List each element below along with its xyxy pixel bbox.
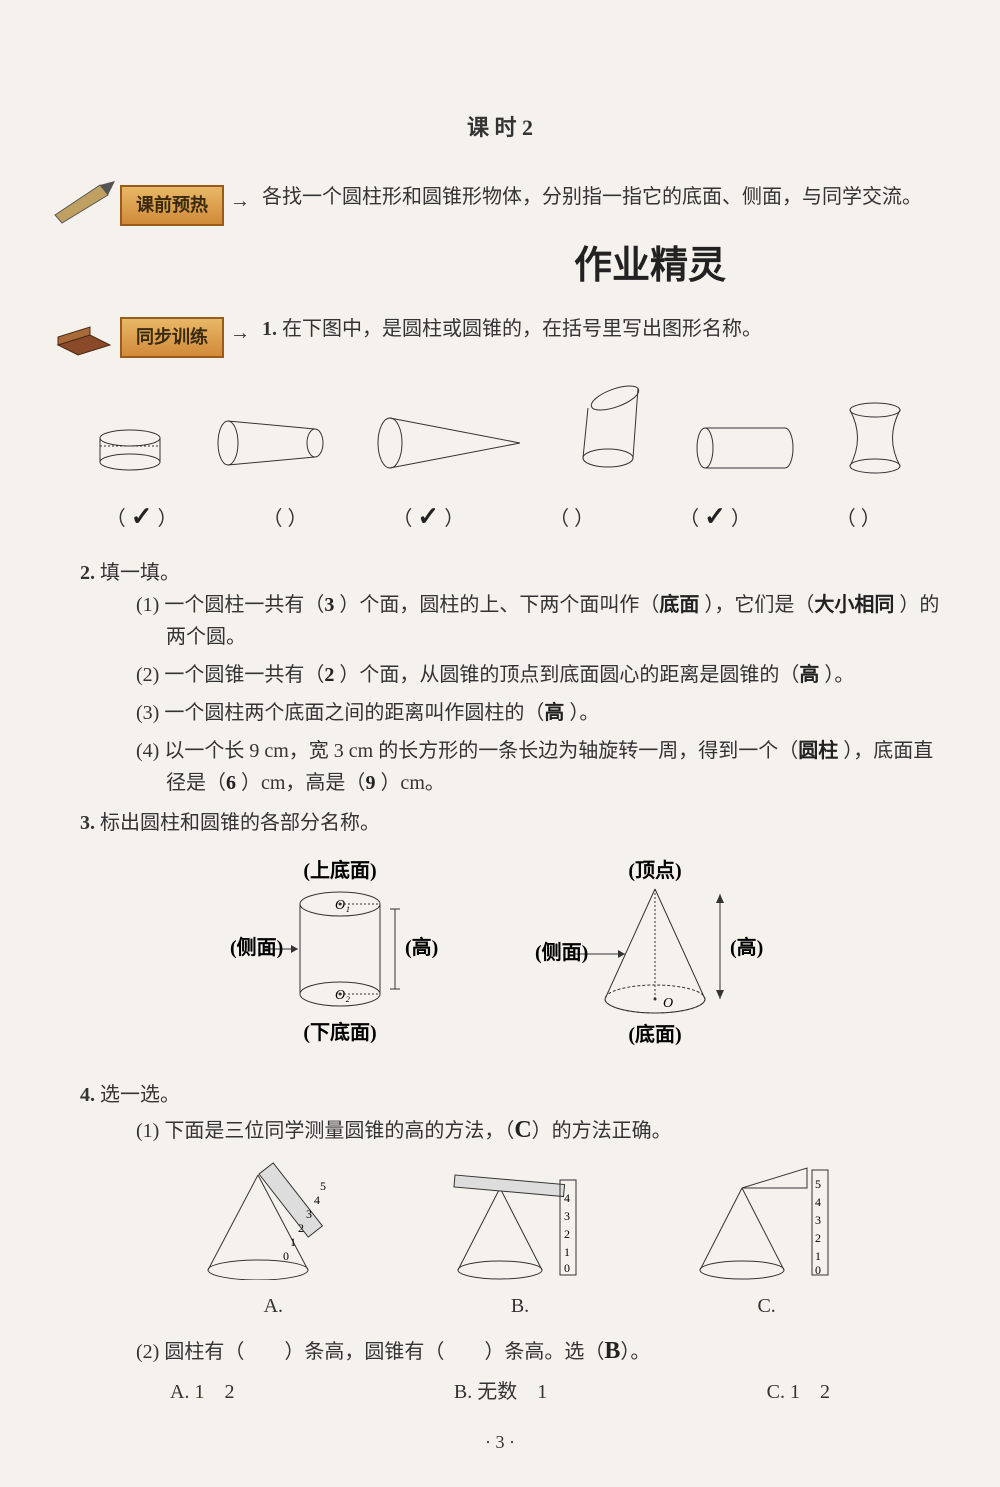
q3: 3. 标出圆柱和圆锥的各部分名称。	[80, 807, 950, 839]
q1-text: 1. 在下图中，是圆柱或圆锥的，在括号里写出图形名称。	[256, 307, 950, 345]
svg-text:0: 0	[815, 1263, 821, 1277]
shape-truncated-cone	[210, 408, 330, 488]
svg-text:(下底面): (下底面)	[303, 1020, 376, 1044]
q4-s2: (2) 圆柱有（ ）条高，圆锥有（ ）条高。选（B）。	[136, 1332, 950, 1370]
svg-text:O₂: O₂	[335, 988, 350, 1003]
q2-num: 2.	[80, 562, 95, 584]
q3-title: 标出圆柱和圆锥的各部分名称。	[100, 812, 380, 834]
q4-s2-opt-a: A. 1 2	[170, 1376, 234, 1408]
q1-answer-6: （ ）	[798, 496, 918, 538]
svg-text:(顶点): (顶点)	[628, 859, 681, 882]
practice-tag: 同步训练	[120, 317, 224, 358]
q1-answer-2: （ ）	[225, 496, 345, 538]
q1-answers-row: （ ✓ ） （ ） （ ✓ ） （ ） （ ✓ ） （ ）	[70, 496, 930, 538]
book-icon	[50, 307, 120, 357]
svg-text:5: 5	[815, 1177, 821, 1191]
preheat-text: 各找一个圆柱形和圆锥形物体，分别指一指它的底面、侧面，与同学交流。	[256, 175, 950, 213]
q4-title: 选一选。	[100, 1084, 180, 1106]
svg-text:(上底面): (上底面)	[303, 859, 376, 882]
q2-item-4: (4) 以一个长 9 cm，宽 3 cm 的长方形的一条长边为轴旋转一周，得到一…	[136, 735, 950, 799]
q2-title: 填一填。	[100, 562, 180, 584]
svg-text:3: 3	[306, 1207, 312, 1221]
cylinder-diagram: (上底面) O₁ O₂ (侧面) (高) (下底面)	[225, 859, 455, 1049]
svg-text:(底面): (底面)	[628, 1022, 681, 1046]
q4-num: 4.	[80, 1084, 95, 1106]
q1-answer-5: （ ✓ ）	[655, 496, 775, 538]
q4-s2-opt-c: C. 1 2	[767, 1376, 830, 1408]
shape-cone	[370, 408, 530, 488]
svg-text:(侧面): (侧面)	[535, 940, 588, 964]
q4-s1-opt-c: 54 32 10 C.	[687, 1160, 847, 1322]
svg-text:1: 1	[290, 1235, 296, 1249]
cone-diagram: (顶点) O (侧面) (高) (底面)	[535, 859, 775, 1049]
svg-text:3: 3	[564, 1209, 570, 1223]
shape-row	[70, 378, 930, 488]
svg-text:1: 1	[564, 1245, 570, 1259]
q4-s1: (1) 下面是三位同学测量圆锥的高的方法，（C）的方法正确。	[136, 1111, 950, 1149]
q2-item-3: (3) 一个圆柱两个底面之间的距离叫作圆柱的（高 ）。	[136, 697, 950, 729]
q2-item-1: (1) 一个圆柱一共有（3 ）个面，圆柱的上、下两个面叫作（底面 ），它们是（大…	[136, 589, 950, 653]
svg-text:4: 4	[564, 1191, 570, 1205]
q1-answer-3: （ ✓ ）	[368, 496, 488, 538]
svg-text:2: 2	[564, 1227, 570, 1241]
q1-answer-1: （ ✓ ）	[82, 496, 202, 538]
svg-text:2: 2	[298, 1221, 304, 1235]
arrow-icon: →	[230, 317, 250, 349]
shape-horizontal-cylinder	[690, 418, 800, 488]
q3-diagrams: (上底面) O₁ O₂ (侧面) (高) (下底面) (顶点) O	[50, 859, 950, 1049]
svg-text:5: 5	[320, 1179, 326, 1193]
q4-s2-options: A. 1 2 B. 无数 1 C. 1 2	[170, 1376, 830, 1408]
watermark-text: 作业精灵	[350, 236, 950, 297]
q1-body: 在下图中，是圆柱或圆锥的，在括号里写出图形名称。	[282, 318, 762, 340]
svg-text:O₁: O₁	[335, 898, 350, 913]
shape-short-cylinder	[90, 418, 170, 488]
svg-text:0: 0	[564, 1261, 570, 1275]
shape-oblique-cylinder	[570, 378, 650, 488]
svg-text:(侧面): (侧面)	[230, 935, 283, 959]
page-number: · 3 ·	[50, 1428, 950, 1457]
q4-s2-opt-b: B. 无数 1	[454, 1376, 547, 1408]
svg-text:4: 4	[815, 1195, 821, 1209]
q4: 4. 选一选。 (1) 下面是三位同学测量圆锥的高的方法，（C）的方法正确。	[80, 1079, 950, 1149]
q4-s1-opt-a: 54 32 10 A.	[193, 1160, 353, 1322]
lesson-title: 课 时 2	[50, 110, 950, 145]
shape-hourglass	[840, 398, 910, 488]
q1-answer-4: （ ）	[512, 496, 632, 538]
q3-num: 3.	[80, 812, 95, 834]
q4-s1-opt-b: 43 21 0 B.	[440, 1160, 600, 1322]
svg-text:O: O	[663, 996, 673, 1011]
q4-s1-figures: 54 32 10 A. 43 21 0 B.	[150, 1160, 890, 1322]
svg-text:0: 0	[283, 1249, 289, 1263]
arrow-icon: →	[230, 185, 250, 217]
q2-item-2: (2) 一个圆锥一共有（2 ）个面，从圆锥的顶点到底面圆心的距离是圆锥的（高 ）…	[136, 659, 950, 691]
svg-text:3: 3	[815, 1213, 821, 1227]
svg-text:(高): (高)	[405, 935, 438, 959]
svg-text:2: 2	[815, 1231, 821, 1245]
worksheet-page: 课 时 2 课前预热 → 各找一个圆柱形和圆锥形物体，分别指一指它的底面、侧面，…	[0, 0, 1000, 1487]
practice-banner: 同步训练 → 1. 在下图中，是圆柱或圆锥的，在括号里写出图形名称。	[50, 307, 950, 358]
preheat-tag: 课前预热	[120, 185, 224, 226]
svg-text:4: 4	[314, 1193, 320, 1207]
svg-text:(高): (高)	[730, 935, 763, 959]
pencil-icon	[50, 175, 120, 225]
q1-num: 1.	[262, 318, 277, 340]
q2: 2. 填一填。 (1) 一个圆柱一共有（3 ）个面，圆柱的上、下两个面叫作（底面…	[80, 557, 950, 799]
svg-text:1: 1	[815, 1249, 821, 1263]
preheat-banner: 课前预热 → 各找一个圆柱形和圆锥形物体，分别指一指它的底面、侧面，与同学交流。	[50, 175, 950, 226]
